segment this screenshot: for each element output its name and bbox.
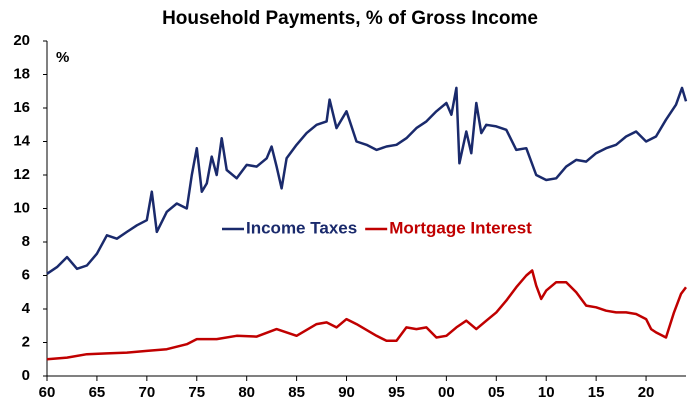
x-tick-label: 60 xyxy=(39,384,56,401)
y-tick-label: 16 xyxy=(13,99,30,116)
x-tick-label: 65 xyxy=(89,384,106,401)
y-tick-label: 8 xyxy=(22,233,30,250)
legend-label: Income Taxes xyxy=(246,218,357,237)
x-tick-label: 70 xyxy=(139,384,156,401)
y-tick-label: 0 xyxy=(22,367,30,384)
y-tick-label: 2 xyxy=(22,333,30,350)
y-tick-label: 20 xyxy=(13,32,30,49)
y-tick-label: 12 xyxy=(13,166,30,183)
y-tick-label: 18 xyxy=(13,65,30,82)
y-tick-label: 10 xyxy=(13,199,30,216)
series-line xyxy=(46,269,688,361)
x-tick-label: 15 xyxy=(588,384,605,401)
x-tick-label: 85 xyxy=(288,384,305,401)
x-tick-label: 80 xyxy=(238,384,255,401)
legend-label: Mortgage Interest xyxy=(389,218,532,237)
x-tick-label: 95 xyxy=(388,384,405,401)
y-tick-label: 4 xyxy=(22,300,31,317)
x-tick-label: 90 xyxy=(338,384,355,401)
x-tick-label: 05 xyxy=(488,384,505,401)
x-tick-label: 20 xyxy=(638,384,655,401)
series-line xyxy=(46,86,688,275)
y-axis-label: % xyxy=(56,49,69,66)
chart-title: Household Payments, % of Gross Income xyxy=(162,8,538,29)
y-tick-label: 6 xyxy=(22,266,30,283)
x-tick-label: 00 xyxy=(438,384,455,401)
x-tick-label: 10 xyxy=(538,384,555,401)
y-tick-label: 14 xyxy=(13,132,30,149)
x-tick-label: 75 xyxy=(188,384,205,401)
